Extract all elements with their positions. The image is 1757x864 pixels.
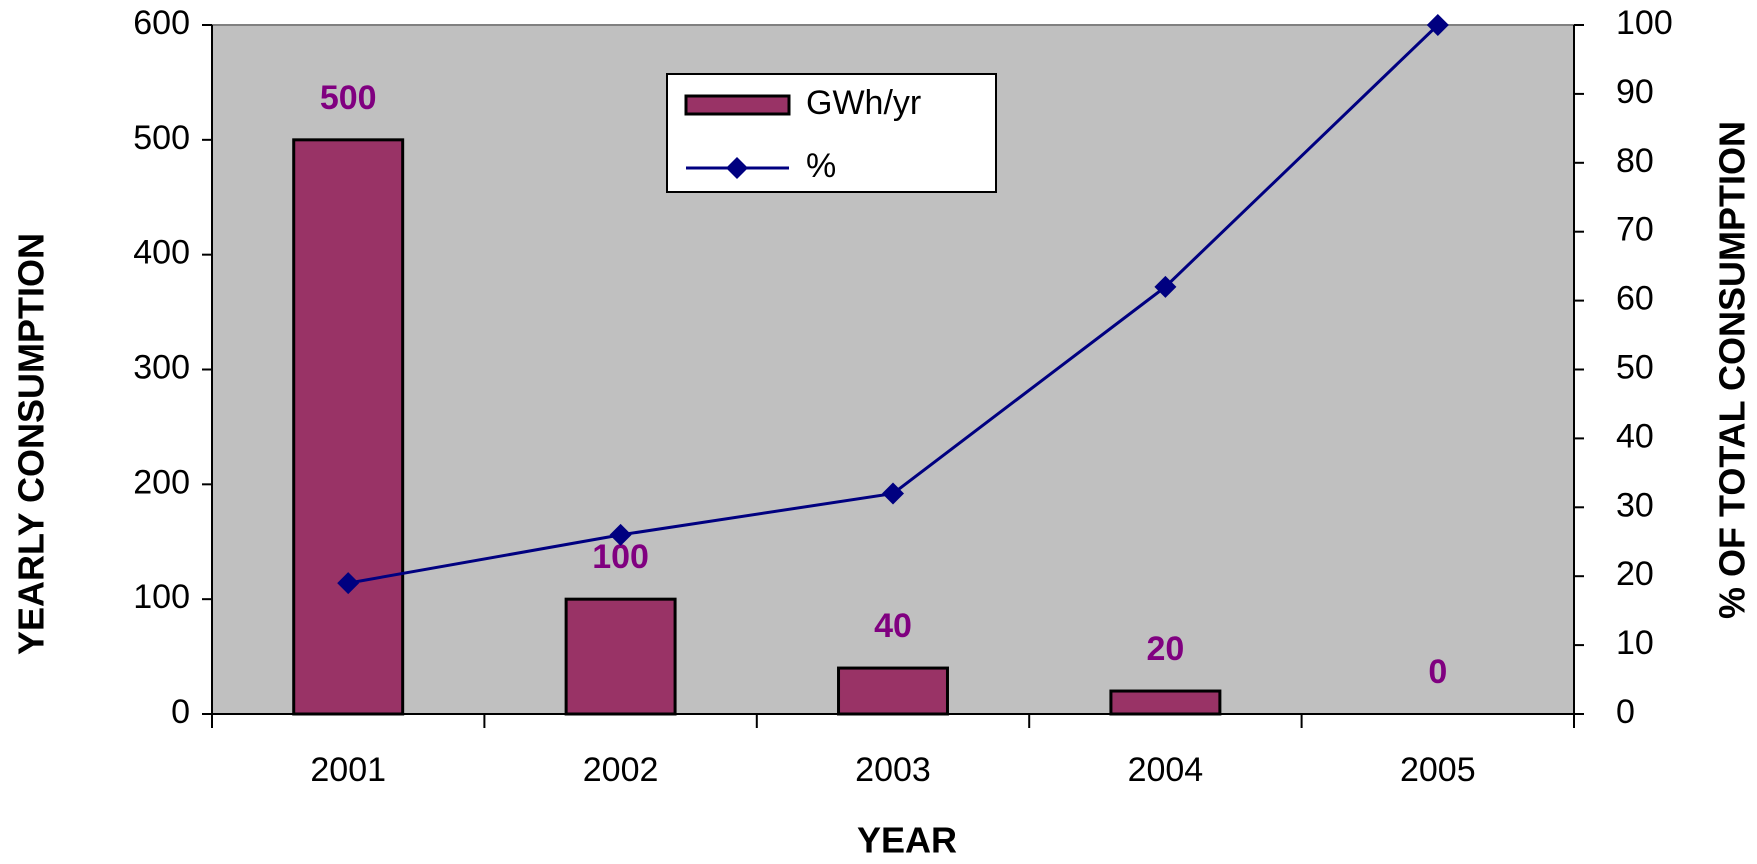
x-tick-label: 2004	[1128, 751, 1204, 789]
y2-tick-label: 0	[1616, 693, 1635, 731]
bar-value-label: 20	[1146, 630, 1184, 668]
line-marker	[1426, 14, 1449, 36]
y2-tick-label: 80	[1616, 142, 1654, 180]
y2-tick-label: 30	[1616, 486, 1654, 524]
y2-tick-label: 90	[1616, 73, 1654, 111]
y2-tick-label: 40	[1616, 417, 1654, 455]
y-tick-label: 500	[133, 119, 190, 157]
legend-marker	[726, 157, 748, 179]
y2-tick-label: 20	[1616, 555, 1654, 593]
bar	[837, 666, 949, 716]
y2-tick-label: 60	[1616, 280, 1654, 318]
x-axis-title: YEAR	[857, 820, 957, 861]
line-marker	[337, 572, 360, 595]
y2-tick-label: 50	[1616, 348, 1654, 386]
y-tick-label: 100	[133, 578, 190, 616]
legend-label: %	[806, 147, 836, 185]
y-tick-label: 0	[171, 693, 190, 731]
bar-value-label: 500	[320, 79, 377, 117]
line-marker	[882, 482, 904, 505]
legend-swatch	[684, 94, 791, 116]
x-tick-label: 2002	[583, 751, 659, 789]
y-tick-label: 300	[133, 348, 190, 386]
legend-box	[666, 73, 997, 193]
bar	[564, 597, 677, 716]
x-tick-label: 2001	[310, 751, 386, 789]
line-marker	[1154, 275, 1177, 298]
y2-tick-label: 100	[1616, 4, 1673, 42]
y2-tick-label: 70	[1616, 211, 1654, 249]
y-tick-label: 600	[133, 4, 190, 42]
y-tick-label: 400	[133, 234, 190, 272]
bar-value-label: 0	[1428, 653, 1447, 691]
y2-axis-title: % OF TOTAL CONSUMPTION	[1712, 121, 1753, 619]
bar	[1109, 689, 1222, 716]
y2-tick-label: 10	[1616, 624, 1654, 662]
x-tick-label: 2003	[855, 751, 931, 789]
bar-value-label: 40	[874, 607, 912, 645]
bar	[292, 138, 405, 716]
legend-label: GWh/yr	[806, 84, 921, 122]
line-marker	[609, 523, 632, 546]
y-axis-title: YEARLY CONSUMPTION	[11, 233, 52, 655]
x-tick-label: 2005	[1400, 751, 1476, 789]
y-tick-label: 200	[133, 463, 190, 501]
